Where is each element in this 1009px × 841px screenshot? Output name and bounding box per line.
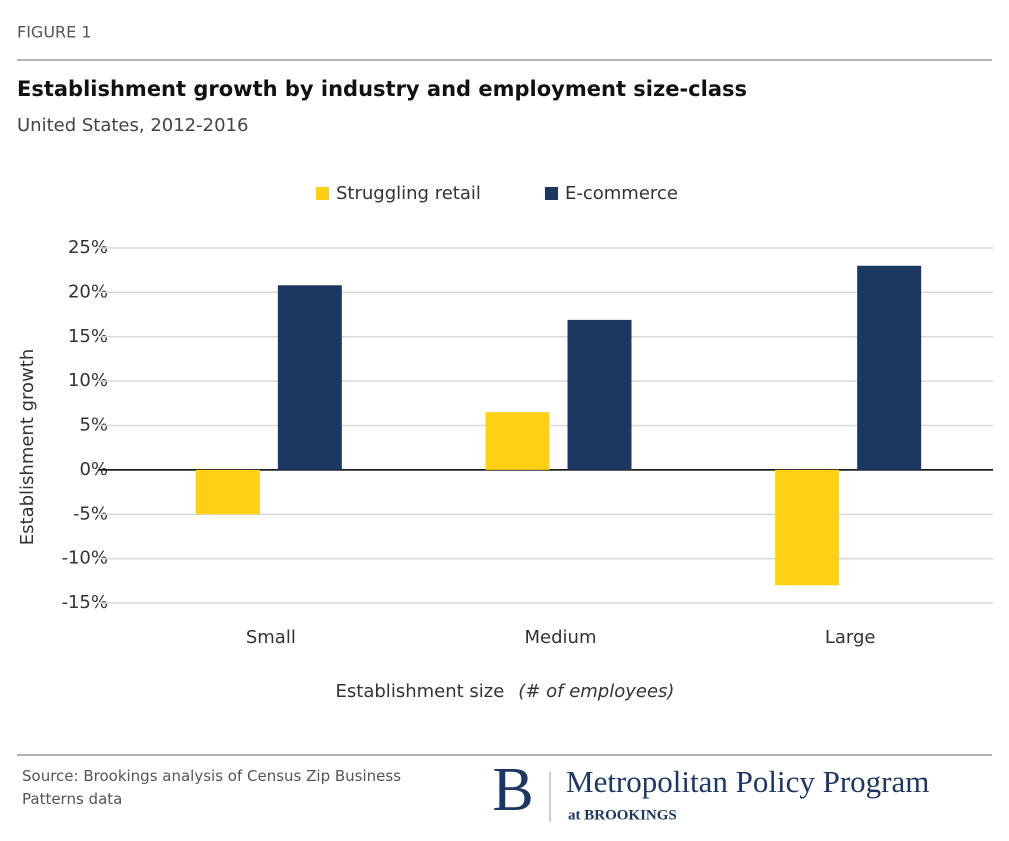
bar (857, 265, 922, 470)
y-tick-label: 10% (68, 370, 108, 391)
logo-letter: B (492, 756, 533, 824)
bar (775, 469, 840, 586)
x-axis-label-main: Establishment size (336, 681, 505, 702)
y-tick-label: 20% (68, 281, 108, 302)
bar (485, 412, 550, 470)
legend-label: Struggling retail (336, 183, 481, 204)
legend-swatch (316, 187, 329, 200)
y-tick-label: 0% (79, 459, 108, 480)
affiliation: at BROOKINGS (568, 807, 677, 823)
bar (277, 285, 342, 470)
program-name: Metropolitan Policy Program (566, 764, 929, 799)
bar (195, 469, 260, 515)
x-axis-label-note: (# of employees) (518, 681, 674, 702)
bar (567, 319, 632, 470)
source-note: Source: Brookings analysis of Census Zip… (22, 767, 402, 808)
legend-swatch (545, 187, 558, 200)
x-tick-label: Small (246, 627, 296, 648)
x-tick-label: Large (825, 627, 876, 648)
figure-label: FIGURE 1 (17, 23, 92, 42)
y-tick-label: -15% (61, 592, 108, 613)
y-tick-label: -5% (73, 503, 108, 524)
x-axis-label: Establishment size (# of employees) (336, 681, 675, 702)
y-tick-label: 15% (68, 326, 108, 347)
chart-title: Establishment growth by industry and emp… (17, 77, 747, 101)
y-tick-label: 5% (79, 415, 108, 436)
chart-subtitle: United States, 2012-2016 (17, 115, 248, 136)
legend-label: E-commerce (565, 183, 678, 204)
x-tick-label: Medium (525, 627, 597, 648)
y-tick-label: -10% (61, 548, 108, 569)
y-axis-label: Establishment growth (17, 349, 38, 545)
y-tick-label: 25% (68, 237, 108, 258)
